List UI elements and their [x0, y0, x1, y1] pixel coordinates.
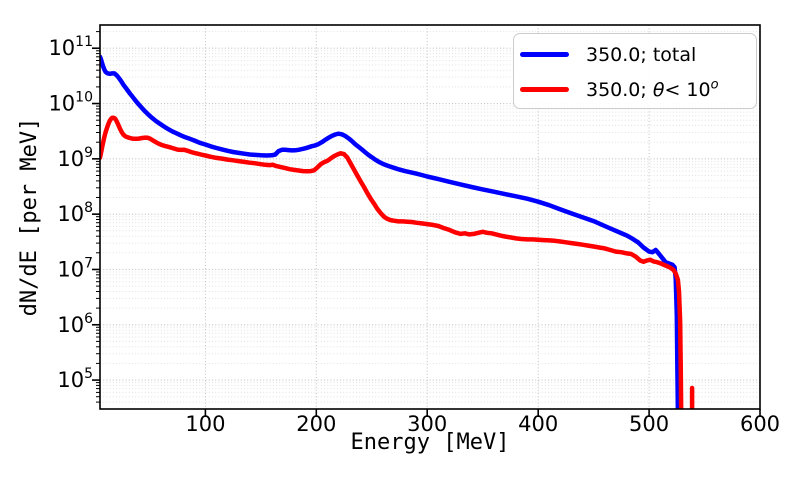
legend-label-theta: 350.0; θ< 10o	[586, 77, 719, 101]
x-tick-label: 100	[185, 412, 225, 436]
x-tick-label: 400	[518, 412, 558, 436]
y-tick-label: 109	[57, 145, 93, 171]
curve-total	[100, 54, 681, 409]
y-tick-label: 1011	[48, 34, 93, 60]
y-tick-label: 1010	[48, 90, 93, 116]
x-tick-label: 600	[740, 412, 780, 436]
x-tick-label: 200	[296, 412, 336, 436]
x-tick-label: 500	[629, 412, 669, 436]
x-axis-title: Energy [MeV]	[351, 430, 510, 455]
y-tick-label: 108	[57, 200, 93, 226]
y-tick-label: 106	[57, 311, 93, 337]
legend-entry-total: 350.0; total	[520, 37, 756, 72]
legend-label-total: 350.0; total	[586, 43, 697, 66]
curve-theta	[100, 115, 684, 409]
y-axis-title: dN/dE [per MeV]	[17, 118, 42, 317]
legend: 350.0; total 350.0; θ< 10o	[513, 33, 757, 109]
legend-line-sample-red	[520, 87, 569, 92]
y-tick-label: 105	[57, 366, 93, 392]
legend-entry-theta: 350.0; θ< 10o	[520, 72, 756, 107]
plot-border	[99, 24, 761, 410]
y-tick-label: 107	[57, 256, 93, 282]
x-tick-label: 300	[407, 412, 447, 436]
legend-line-sample-blue	[520, 52, 569, 57]
